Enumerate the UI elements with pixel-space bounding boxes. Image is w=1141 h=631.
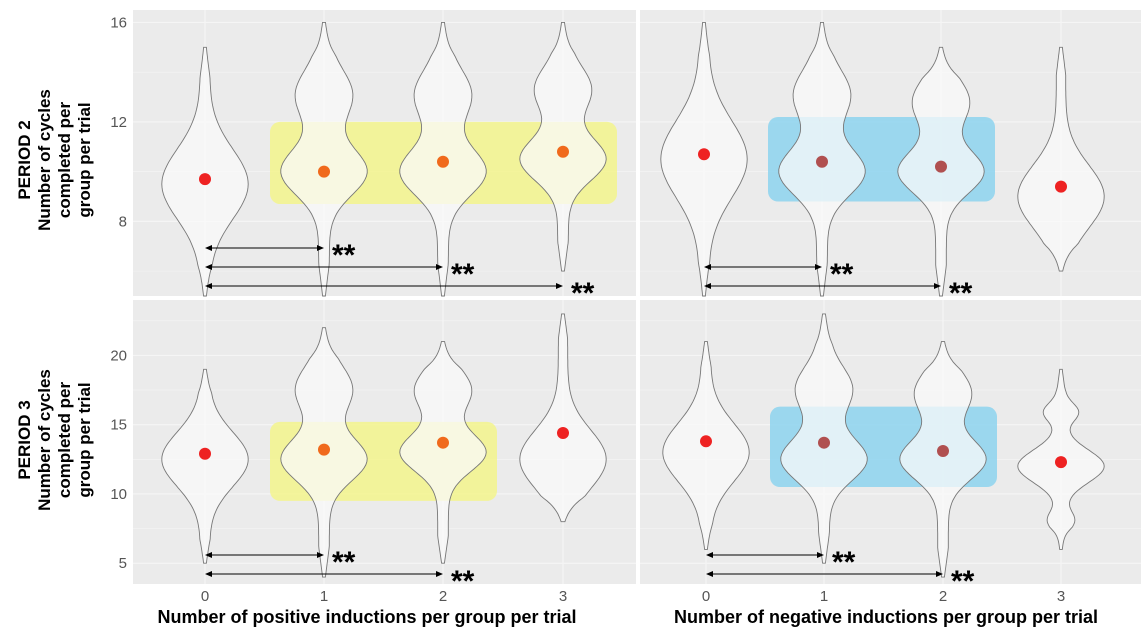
row-title-period2-line2: completed per: [55, 102, 74, 219]
comparison-arrowhead-left: [706, 571, 713, 577]
comparison-arrowhead-right: [436, 571, 443, 577]
y-tick-label: 5: [119, 555, 127, 572]
panel-period3-negative: ** ** 0 1 2 3: [640, 300, 1141, 605]
significance-label: **: [451, 565, 475, 598]
row-title-period2-line1: Number of cycles: [35, 89, 54, 231]
y-tick-label: 20: [110, 347, 127, 364]
x-axis-title-positive: Number of positive inductions per group …: [157, 607, 576, 627]
x-tick-label: 2: [939, 588, 947, 605]
violin-3: [519, 313, 607, 523]
comparison-arrowhead-right: [317, 552, 324, 558]
comparison-arrowhead-left: [205, 245, 212, 251]
mean-point-1: [818, 436, 830, 449]
comparison-arrowhead-left: [205, 264, 212, 270]
mean-point-1: [318, 443, 330, 456]
comparison-arrowhead-right: [556, 283, 563, 289]
panel-period3-positive: 5 10 15 20 ** ** 0 1 2 3: [110, 300, 636, 605]
violin-2: [899, 341, 987, 578]
row-title-period3-line2: completed per: [55, 382, 74, 499]
violin-0: [161, 368, 249, 564]
panel-period2-negative: ****: [640, 10, 1141, 310]
mean-point-2: [937, 445, 949, 458]
mean-point-2: [437, 155, 449, 168]
significance-label: **: [332, 239, 356, 272]
significance-label: **: [951, 565, 975, 598]
mean-point-2: [935, 160, 947, 173]
mean-point-3: [1055, 456, 1067, 469]
significance-label: **: [832, 546, 856, 579]
x-tick-label: 0: [702, 588, 710, 605]
violin-2: [399, 341, 487, 564]
row-title-period3-line3: group per trial: [75, 382, 94, 497]
x-tick-label: 0: [201, 588, 209, 605]
mean-point-1: [318, 165, 330, 178]
row-title-period3-bold: PERIOD 3: [15, 400, 34, 479]
x-axis-title-negative: Number of negative inductions per group …: [674, 607, 1098, 627]
violin-1: [280, 21, 368, 297]
comparison-arrowhead-left: [205, 283, 212, 289]
comparison-arrowhead-right: [936, 571, 943, 577]
x-tick-label: 3: [1057, 588, 1065, 605]
comparison-arrowhead-left: [205, 552, 212, 558]
mean-point-3: [557, 145, 569, 158]
x-tick-label: 1: [320, 588, 328, 605]
y-tick-label: 12: [110, 114, 127, 131]
mean-point-3: [1055, 180, 1067, 193]
significance-label: **: [332, 546, 356, 579]
comparison-arrowhead-right: [817, 552, 824, 558]
comparison-arrowhead-right: [815, 264, 822, 270]
comparison-arrowhead-left: [704, 264, 711, 270]
mean-point-0: [698, 148, 710, 161]
x-tick-label: 2: [439, 588, 447, 605]
comparison-arrowhead-right: [934, 283, 941, 289]
x-tick-label: 3: [559, 588, 567, 605]
y-tick-label: 10: [110, 486, 127, 503]
comparison-arrowhead-left: [704, 283, 711, 289]
violin-3: [1017, 46, 1105, 272]
row-title-period2-bold: PERIOD 2: [15, 120, 34, 199]
comparison-arrowhead-left: [205, 571, 212, 577]
mean-point-0: [199, 173, 211, 186]
mean-point-0: [199, 447, 211, 460]
mean-point-1: [816, 155, 828, 168]
y-tick-label: 8: [119, 213, 127, 230]
significance-label: **: [451, 258, 475, 291]
mean-point-0: [700, 435, 712, 448]
comparison-arrowhead-right: [436, 264, 443, 270]
row-title-period2-line3: group per trial: [75, 102, 94, 217]
y-tick-label: 16: [110, 14, 127, 31]
mean-point-3: [557, 426, 569, 439]
comparison-arrowhead-right: [317, 245, 324, 251]
significance-label: **: [830, 258, 854, 291]
x-tick-label: 1: [820, 588, 828, 605]
comparison-arrowhead-left: [706, 552, 713, 558]
y-tick-label: 15: [110, 417, 127, 434]
violin-0: [161, 46, 249, 297]
row-title-period3-line1: Number of cycles: [35, 369, 54, 511]
mean-point-2: [437, 436, 449, 449]
